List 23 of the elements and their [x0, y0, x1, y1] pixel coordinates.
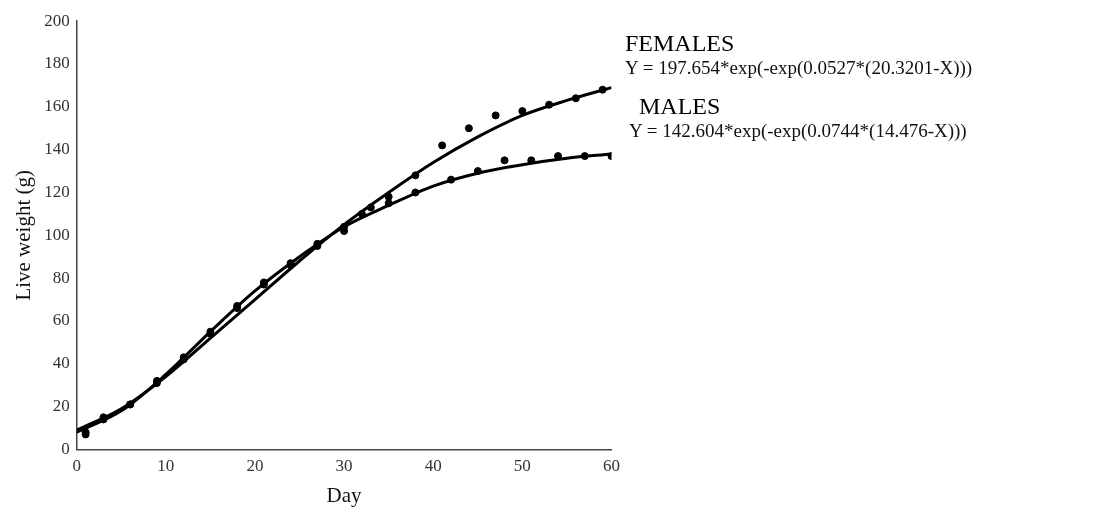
- y-tick-label: 120: [44, 181, 70, 201]
- text: Y = 142.604*exp(-exp(0.0744*(14.476-X))): [629, 120, 968, 142]
- text: Y = 197.654*exp(-exp(0.0527*(20.3201-X))): [625, 57, 973, 79]
- y-tick-label: 20: [52, 396, 70, 416]
- y-tick-label: 140: [44, 139, 70, 159]
- y-tick-label: 40: [52, 353, 70, 373]
- y-axis-title: Live weight (g): [11, 169, 36, 301]
- series-label: MALES: [639, 93, 722, 120]
- x-tick-label: 50: [513, 456, 531, 476]
- y-tick-label: 180: [44, 53, 70, 73]
- y-tick-label: 100: [44, 224, 70, 244]
- x-tick-label: 10: [157, 456, 175, 476]
- y-tick-label: 60: [52, 310, 70, 330]
- x-tick-label: 60: [603, 456, 620, 476]
- y-tick-label: 200: [44, 10, 70, 30]
- x-tick-label: 30: [335, 456, 353, 476]
- y-tick-label: 0: [61, 438, 70, 458]
- x-tick-label: 20: [246, 456, 264, 476]
- x-axis-title: Day: [326, 482, 363, 507]
- y-tick-label: 80: [52, 267, 70, 287]
- series-label: FEMALES: [625, 30, 736, 57]
- y-tick-label: 160: [44, 96, 70, 116]
- x-tick-label: 40: [424, 456, 442, 476]
